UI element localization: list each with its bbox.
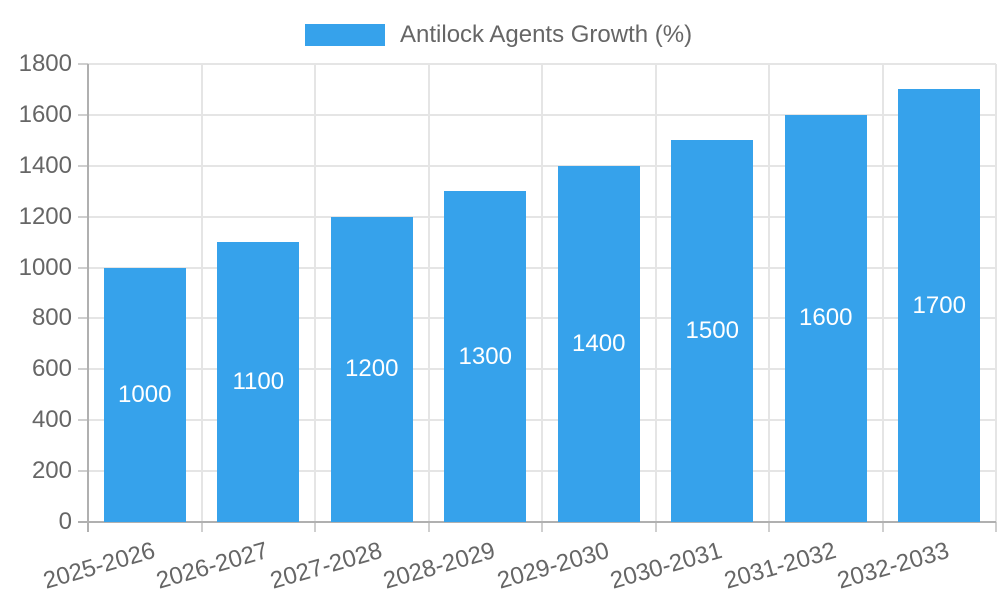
bar-2028-2029[interactable]: 1300 <box>444 191 527 522</box>
x-gridline <box>200 64 203 522</box>
y-axis-tick-label: 0 <box>58 508 72 535</box>
y-axis-tick-label: 200 <box>31 457 72 485</box>
bar-2030-2031[interactable]: 1500 <box>671 140 754 522</box>
y-axis-tick-label: 1800 <box>18 50 72 77</box>
y-axis-tick-label: 400 <box>31 406 72 434</box>
x-tick-mark <box>314 522 316 532</box>
y-tick-mark <box>78 266 88 269</box>
bar-value-label: 1400 <box>572 329 626 357</box>
y-tick-mark <box>78 368 88 371</box>
bar-2025-2026[interactable]: 1000 <box>103 267 186 522</box>
x-tick-mark <box>541 522 543 532</box>
bar-value-label: 1700 <box>912 291 966 319</box>
x-gridline <box>768 64 770 522</box>
y-tick-mark <box>78 63 88 65</box>
x-gridline <box>541 64 543 522</box>
bar-2031-2032[interactable]: 1600 <box>784 114 867 522</box>
x-axis-line <box>87 521 996 523</box>
bar-2029-2030[interactable]: 1400 <box>557 165 640 522</box>
bar-2027-2028[interactable]: 1200 <box>330 216 413 522</box>
y-axis-line <box>87 64 89 522</box>
x-tick-mark <box>87 522 89 532</box>
x-tick-mark <box>200 522 203 532</box>
x-gridline <box>995 64 997 522</box>
x-gridline <box>654 64 657 522</box>
y-axis-tick-label: 1200 <box>18 202 72 230</box>
x-gridline <box>314 64 316 522</box>
bar-2026-2027[interactable]: 1100 <box>217 242 300 522</box>
y-tick-mark <box>78 470 88 473</box>
y-axis-tick-label: 1000 <box>18 253 72 281</box>
x-gridline <box>427 64 430 522</box>
bar-value-label: 1100 <box>232 368 285 396</box>
y-axis-tick-label: 1600 <box>18 100 72 128</box>
y-axis-tick-label: 1400 <box>18 151 72 179</box>
y-tick-mark <box>78 113 88 116</box>
bar-value-label: 1500 <box>685 317 739 345</box>
x-tick-mark <box>768 522 770 532</box>
y-tick-mark <box>78 317 88 320</box>
y-tick-mark <box>78 419 88 422</box>
y-tick-mark <box>78 164 88 167</box>
y-tick-mark <box>78 215 88 218</box>
x-gridline <box>881 64 884 522</box>
bar-value-label: 1300 <box>458 342 512 370</box>
legend-item[interactable]: Antilock Agents Growth (%) <box>305 21 692 49</box>
bar-value-label: 1200 <box>345 355 399 383</box>
bar-value-label: 1000 <box>118 380 172 408</box>
x-tick-mark <box>427 522 430 532</box>
x-tick-mark <box>881 522 884 532</box>
bar-2032-2033[interactable]: 1700 <box>898 89 981 522</box>
legend-color-swatch <box>305 24 385 46</box>
bar-value-label: 1600 <box>799 304 853 332</box>
y-tick-mark <box>78 521 88 523</box>
x-tick-mark <box>995 522 997 532</box>
x-tick-mark <box>654 522 657 532</box>
y-axis-tick-label: 600 <box>31 355 72 383</box>
y-axis-tick-label: 800 <box>31 304 72 332</box>
legend-label: Antilock Agents Growth (%) <box>400 21 693 48</box>
